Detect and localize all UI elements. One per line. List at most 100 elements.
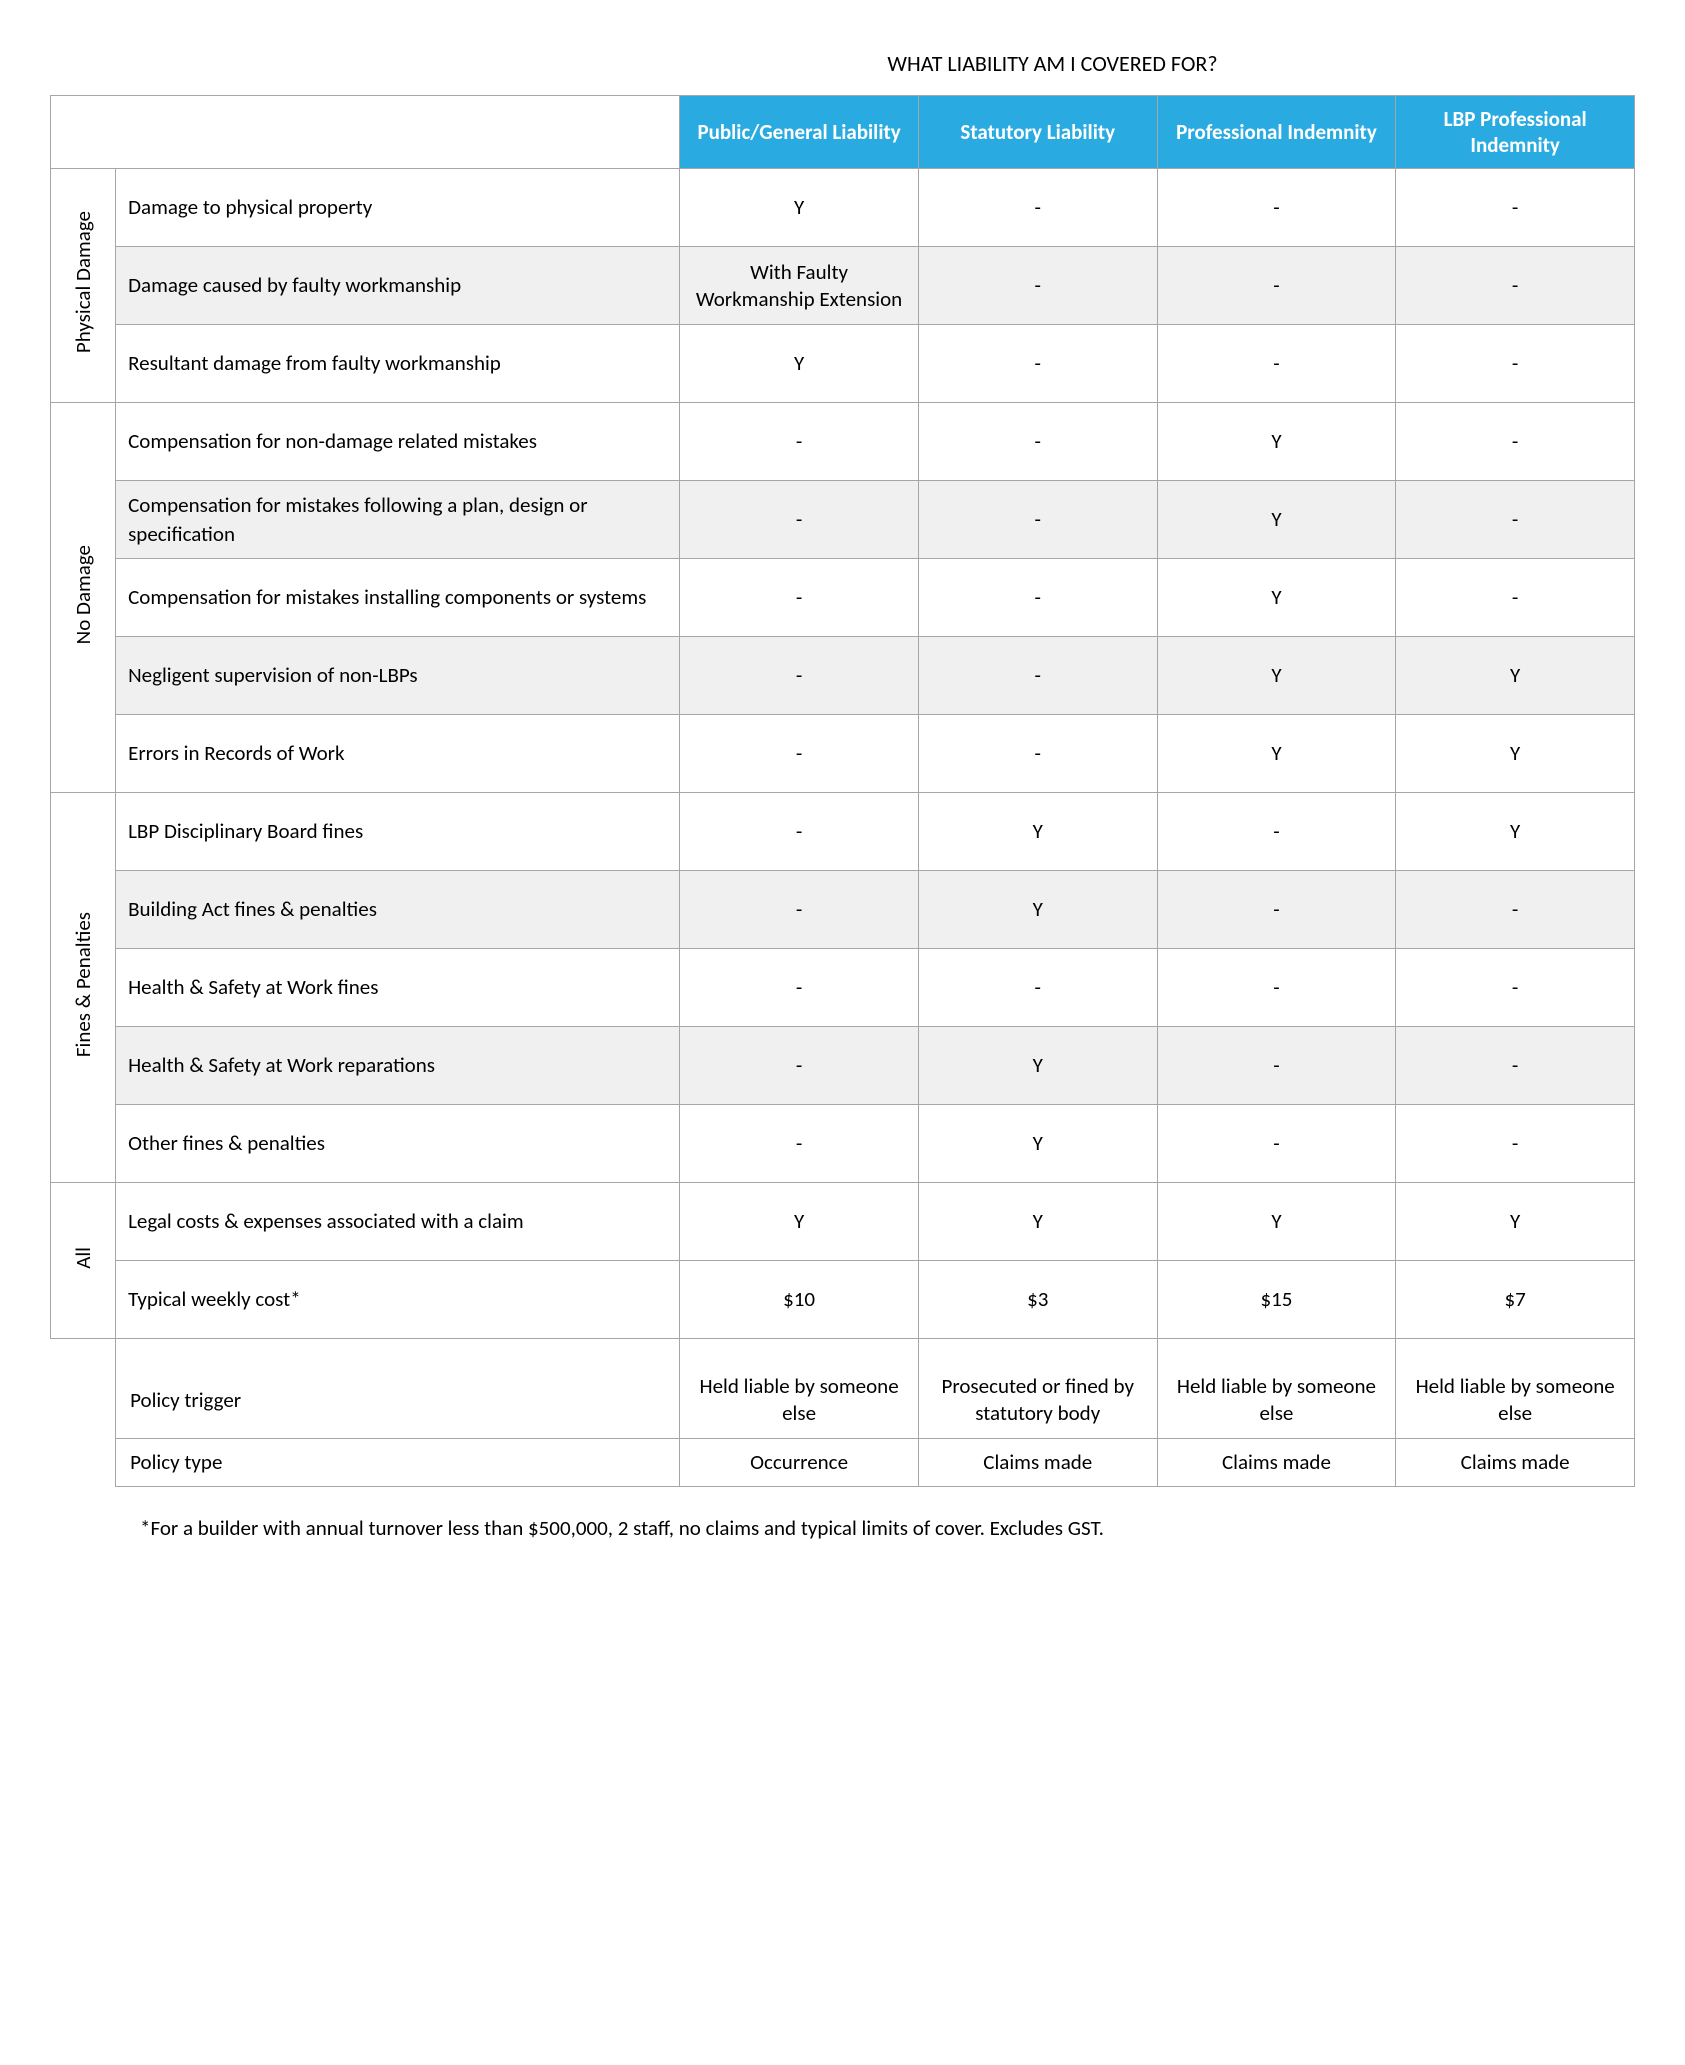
cell-value: Y bbox=[680, 325, 919, 403]
table-row: No DamageCompensation for non-damage rel… bbox=[51, 403, 1635, 481]
row-label: Building Act fines & penalties bbox=[116, 871, 680, 949]
table-row: Building Act fines & penalties-Y-- bbox=[51, 871, 1635, 949]
cell-value: - bbox=[680, 1027, 919, 1105]
footer-value: Held liable by someone else bbox=[1396, 1339, 1635, 1439]
cell-value: $7 bbox=[1396, 1261, 1635, 1339]
col-header: Statutory Liability bbox=[918, 96, 1157, 169]
row-label: Damage caused by faulty workmanship bbox=[116, 247, 680, 325]
group-label-text: All bbox=[70, 1247, 96, 1269]
cell-value: Y bbox=[918, 1027, 1157, 1105]
cell-value: Y bbox=[1157, 715, 1396, 793]
footer-value: Occurrence bbox=[680, 1438, 919, 1486]
cell-value: Y bbox=[918, 793, 1157, 871]
col-header: Professional Indemnity bbox=[1157, 96, 1396, 169]
footnote: *For a builder with annual turnover less… bbox=[50, 1515, 1635, 1541]
row-label: Typical weekly cost* bbox=[116, 1261, 680, 1339]
footer-value: Held liable by someone else bbox=[1157, 1339, 1396, 1439]
row-label: Health & Safety at Work fines bbox=[116, 949, 680, 1027]
cell-value: - bbox=[1396, 1027, 1635, 1105]
cell-value: - bbox=[680, 949, 919, 1027]
cell-value: - bbox=[1157, 169, 1396, 247]
cell-value: Y bbox=[918, 1183, 1157, 1261]
table-row: Health & Safety at Work fines---- bbox=[51, 949, 1635, 1027]
cell-value: - bbox=[1157, 247, 1396, 325]
row-label: Compensation for mistakes installing com… bbox=[116, 559, 680, 637]
row-label: Compensation for mistakes following a pl… bbox=[116, 481, 680, 559]
cell-value: $10 bbox=[680, 1261, 919, 1339]
table-row: Errors in Records of Work--YY bbox=[51, 715, 1635, 793]
cell-value: - bbox=[1396, 403, 1635, 481]
cell-value: - bbox=[1396, 949, 1635, 1027]
cell-value: - bbox=[680, 637, 919, 715]
footer-value: Held liable by someone else bbox=[680, 1339, 919, 1439]
cell-value: - bbox=[680, 403, 919, 481]
group-label-text: No Damage bbox=[70, 545, 96, 644]
cell-value: - bbox=[680, 481, 919, 559]
group-label: All bbox=[51, 1183, 116, 1339]
blank-header bbox=[51, 96, 680, 169]
table-row: Compensation for mistakes installing com… bbox=[51, 559, 1635, 637]
cell-value: $15 bbox=[1157, 1261, 1396, 1339]
row-label: LBP Disciplinary Board fines bbox=[116, 793, 680, 871]
group-label: Fines & Penalties bbox=[51, 793, 116, 1183]
cell-value: - bbox=[680, 1105, 919, 1183]
footer-row: Policy typeOccurrence Claims madeClaims m… bbox=[51, 1438, 1635, 1486]
row-label: Health & Safety at Work reparations bbox=[116, 1027, 680, 1105]
cell-value: - bbox=[680, 871, 919, 949]
table-row: Other fines & penalties-Y-- bbox=[51, 1105, 1635, 1183]
cell-value: - bbox=[1396, 169, 1635, 247]
cell-value: - bbox=[918, 559, 1157, 637]
group-label-text: Fines & Penalties bbox=[70, 912, 96, 1057]
liability-coverage-table: Public/General Liability Statutory Liabi… bbox=[50, 95, 1635, 1487]
cell-value: Y bbox=[1396, 637, 1635, 715]
cell-value: - bbox=[918, 481, 1157, 559]
cell-value: - bbox=[918, 949, 1157, 1027]
table-row: Health & Safety at Work reparations-Y-- bbox=[51, 1027, 1635, 1105]
table-row: Physical DamageDamage to physical proper… bbox=[51, 169, 1635, 247]
cell-value: Y bbox=[1157, 637, 1396, 715]
row-label: Legal costs & expenses associated with a… bbox=[116, 1183, 680, 1261]
footer-spacer bbox=[51, 1339, 116, 1439]
footer-value: Claims made bbox=[1396, 1438, 1635, 1486]
page-title: WHAT LIABILITY AM I COVERED FOR? bbox=[50, 50, 1635, 77]
cell-value: $3 bbox=[918, 1261, 1157, 1339]
cell-value: - bbox=[918, 715, 1157, 793]
table-row: Resultant damage from faulty workmanship… bbox=[51, 325, 1635, 403]
footer-value: Claims made bbox=[1157, 1438, 1396, 1486]
footer-label: Policy trigger bbox=[116, 1339, 680, 1439]
cell-value: - bbox=[918, 637, 1157, 715]
group-label: No Damage bbox=[51, 403, 116, 793]
cell-value: - bbox=[680, 559, 919, 637]
row-label: Other fines & penalties bbox=[116, 1105, 680, 1183]
table-row: Fines & PenaltiesLBP Disciplinary Board … bbox=[51, 793, 1635, 871]
table-row: AllLegal costs & expenses associated wit… bbox=[51, 1183, 1635, 1261]
row-label: Compensation for non-damage related mist… bbox=[116, 403, 680, 481]
group-label-text: Physical Damage bbox=[70, 211, 96, 353]
cell-value: - bbox=[918, 169, 1157, 247]
footer-label: Policy type bbox=[116, 1438, 680, 1486]
group-label: Physical Damage bbox=[51, 169, 116, 403]
table-row: Damage caused by faulty workmanshipWith … bbox=[51, 247, 1635, 325]
cell-value: Y bbox=[918, 1105, 1157, 1183]
cell-value: - bbox=[1396, 1105, 1635, 1183]
cell-value: - bbox=[1157, 793, 1396, 871]
row-label: Damage to physical property bbox=[116, 169, 680, 247]
cell-value: With Faulty Workmanship Extension bbox=[680, 247, 919, 325]
cell-value: - bbox=[1157, 949, 1396, 1027]
col-header: Public/General Liability bbox=[680, 96, 919, 169]
cell-value: Y bbox=[1396, 1183, 1635, 1261]
table-header-row: Public/General Liability Statutory Liabi… bbox=[51, 96, 1635, 169]
cell-value: - bbox=[1396, 247, 1635, 325]
cell-value: Y bbox=[680, 1183, 919, 1261]
cell-value: - bbox=[1396, 481, 1635, 559]
cell-value: - bbox=[1396, 325, 1635, 403]
cell-value: - bbox=[1157, 1105, 1396, 1183]
cell-value: Y bbox=[1157, 1183, 1396, 1261]
table-row: Compensation for mistakes following a pl… bbox=[51, 481, 1635, 559]
cell-value: - bbox=[918, 247, 1157, 325]
cell-value: Y bbox=[1157, 559, 1396, 637]
cell-value: - bbox=[918, 403, 1157, 481]
row-label: Negligent supervision of non-LBPs bbox=[116, 637, 680, 715]
row-label: Resultant damage from faulty workmanship bbox=[116, 325, 680, 403]
cell-value: - bbox=[1157, 1027, 1396, 1105]
